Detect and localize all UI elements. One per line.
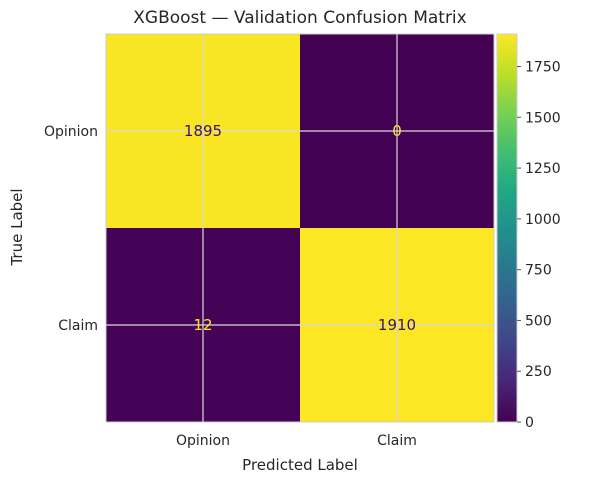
colorbar-gradient — [496, 33, 518, 423]
colorbar-tick-label: 0 — [525, 415, 534, 431]
colorbar-ticks: 0 250 500 750 1000 1250 1500 1750 — [517, 60, 561, 431]
cell-value-label: 1910 — [378, 316, 416, 334]
cell-labels: 1895 0 12 1910 — [184, 122, 416, 334]
matrix-cells — [106, 34, 494, 422]
y-tick-labels: Opinion Claim — [44, 124, 98, 334]
colorbar-tick-label: 1250 — [525, 161, 561, 177]
cell-value-label: 12 — [193, 316, 212, 334]
cell-value-label: 1895 — [184, 122, 222, 140]
colorbar-tick-label: 1750 — [525, 60, 561, 76]
plot-frame — [105, 33, 495, 423]
colorbar-tick-label: 1500 — [525, 110, 561, 126]
y-axis-label: True Label — [8, 188, 26, 266]
colorbar-tick-label: 750 — [525, 263, 552, 279]
x-axis-label: Predicted Label — [242, 456, 358, 474]
y-tick-label: Claim — [58, 318, 98, 334]
chart-title: XGBoost — Validation Confusion Matrix — [133, 8, 466, 28]
x-tick-label: Claim — [377, 433, 417, 449]
y-tick-label: Opinion — [44, 124, 98, 140]
colorbar: 0 250 500 750 1000 1250 1500 1750 — [496, 33, 561, 431]
colorbar-tick-label: 500 — [525, 313, 552, 329]
grid-lines — [106, 34, 494, 422]
colorbar-tick-label: 250 — [525, 364, 552, 380]
colorbar-tick-label: 1000 — [525, 212, 561, 228]
x-tick-label: Opinion — [176, 433, 230, 449]
x-tick-labels: Opinion Claim — [176, 433, 417, 449]
cell-value-label: 0 — [392, 122, 402, 140]
